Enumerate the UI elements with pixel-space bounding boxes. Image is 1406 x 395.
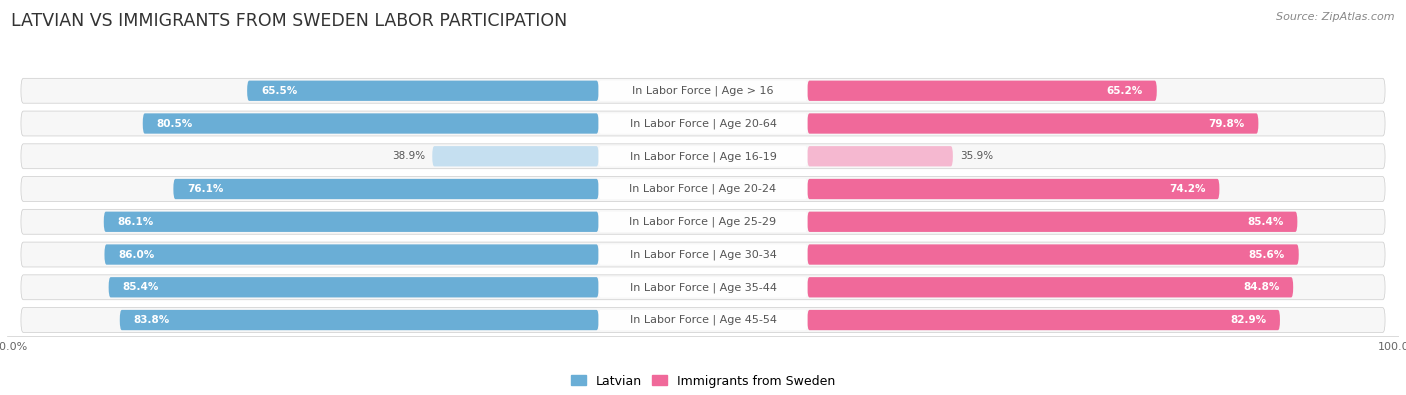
FancyBboxPatch shape <box>599 245 807 265</box>
Text: 84.8%: 84.8% <box>1243 282 1279 292</box>
FancyBboxPatch shape <box>807 277 1294 297</box>
Text: 86.0%: 86.0% <box>118 250 155 260</box>
Text: LATVIAN VS IMMIGRANTS FROM SWEDEN LABOR PARTICIPATION: LATVIAN VS IMMIGRANTS FROM SWEDEN LABOR … <box>11 12 568 30</box>
Text: 82.9%: 82.9% <box>1230 315 1265 325</box>
FancyBboxPatch shape <box>599 310 807 330</box>
Text: 80.5%: 80.5% <box>156 118 193 128</box>
FancyBboxPatch shape <box>599 146 807 166</box>
FancyBboxPatch shape <box>807 310 1279 330</box>
FancyBboxPatch shape <box>120 310 599 330</box>
FancyBboxPatch shape <box>21 111 1385 136</box>
Text: In Labor Force | Age 20-64: In Labor Force | Age 20-64 <box>630 118 776 129</box>
FancyBboxPatch shape <box>599 113 807 134</box>
Text: In Labor Force | Age 20-24: In Labor Force | Age 20-24 <box>630 184 776 194</box>
FancyBboxPatch shape <box>599 81 807 101</box>
Text: In Labor Force | Age 45-54: In Labor Force | Age 45-54 <box>630 315 776 325</box>
Text: 74.2%: 74.2% <box>1168 184 1205 194</box>
Text: 76.1%: 76.1% <box>187 184 224 194</box>
FancyBboxPatch shape <box>807 146 953 166</box>
FancyBboxPatch shape <box>21 209 1385 234</box>
FancyBboxPatch shape <box>21 242 1385 267</box>
Legend: Latvian, Immigrants from Sweden: Latvian, Immigrants from Sweden <box>565 370 841 393</box>
Text: In Labor Force | Age 16-19: In Labor Force | Age 16-19 <box>630 151 776 162</box>
Text: 85.4%: 85.4% <box>122 282 159 292</box>
Text: 65.2%: 65.2% <box>1107 86 1143 96</box>
FancyBboxPatch shape <box>599 277 807 297</box>
FancyBboxPatch shape <box>247 81 599 101</box>
FancyBboxPatch shape <box>173 179 599 199</box>
Text: 79.8%: 79.8% <box>1208 118 1244 128</box>
FancyBboxPatch shape <box>21 144 1385 169</box>
Text: In Labor Force | Age 30-34: In Labor Force | Age 30-34 <box>630 249 776 260</box>
FancyBboxPatch shape <box>21 308 1385 333</box>
Text: In Labor Force | Age 35-44: In Labor Force | Age 35-44 <box>630 282 776 293</box>
FancyBboxPatch shape <box>432 146 599 166</box>
FancyBboxPatch shape <box>21 78 1385 103</box>
Text: In Labor Force | Age 25-29: In Labor Force | Age 25-29 <box>630 216 776 227</box>
FancyBboxPatch shape <box>108 277 599 297</box>
Text: 85.6%: 85.6% <box>1249 250 1285 260</box>
FancyBboxPatch shape <box>807 81 1157 101</box>
Text: 35.9%: 35.9% <box>960 151 993 161</box>
FancyBboxPatch shape <box>599 212 807 232</box>
FancyBboxPatch shape <box>807 245 1299 265</box>
Text: 83.8%: 83.8% <box>134 315 170 325</box>
Text: Source: ZipAtlas.com: Source: ZipAtlas.com <box>1277 12 1395 22</box>
FancyBboxPatch shape <box>143 113 599 134</box>
Text: 38.9%: 38.9% <box>392 151 425 161</box>
FancyBboxPatch shape <box>807 179 1219 199</box>
FancyBboxPatch shape <box>21 177 1385 201</box>
FancyBboxPatch shape <box>599 179 807 199</box>
Text: In Labor Force | Age > 16: In Labor Force | Age > 16 <box>633 85 773 96</box>
Text: 86.1%: 86.1% <box>118 217 153 227</box>
FancyBboxPatch shape <box>807 113 1258 134</box>
Text: 85.4%: 85.4% <box>1247 217 1284 227</box>
FancyBboxPatch shape <box>104 245 599 265</box>
FancyBboxPatch shape <box>21 275 1385 300</box>
Text: 65.5%: 65.5% <box>262 86 297 96</box>
FancyBboxPatch shape <box>104 212 599 232</box>
FancyBboxPatch shape <box>807 212 1298 232</box>
